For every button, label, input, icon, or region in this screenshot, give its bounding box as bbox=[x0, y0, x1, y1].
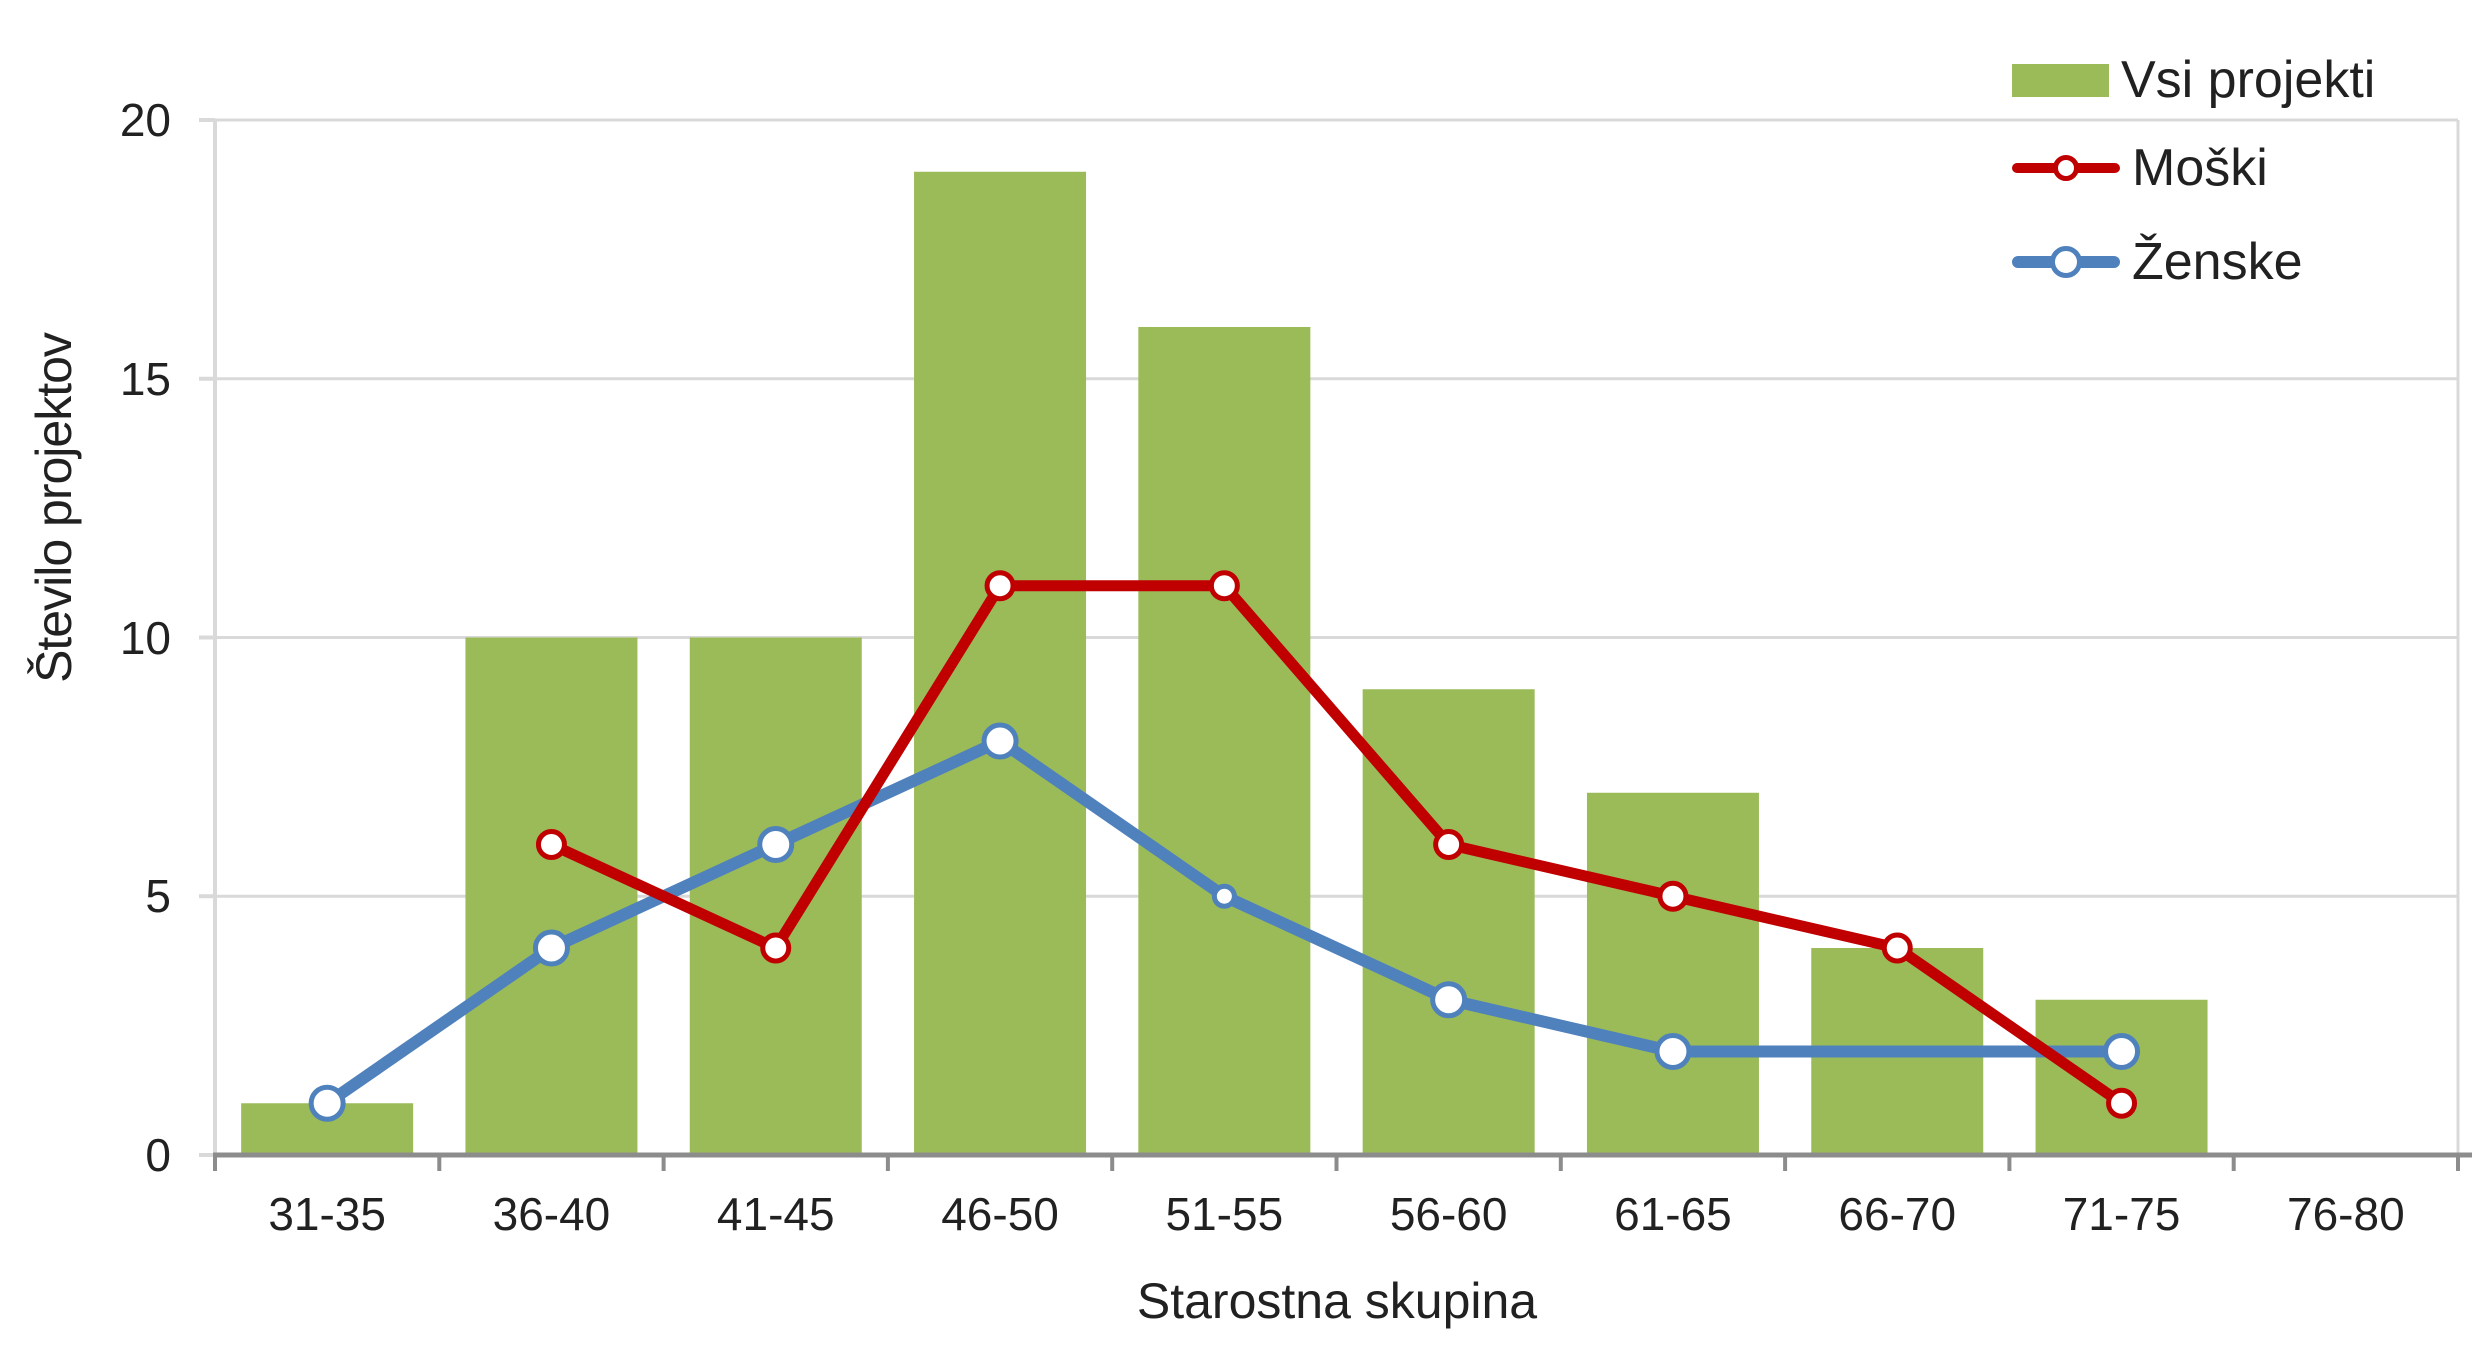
legend-item-moski: Moški bbox=[2012, 139, 2268, 197]
y-tick-label-0: 0 bbox=[145, 1129, 171, 1181]
marker-Moški-51-55 bbox=[1208, 570, 1240, 602]
y-tick-label-5: 5 bbox=[145, 870, 171, 923]
marker-Ženske-56-60 bbox=[1430, 981, 1468, 1019]
legend-item-vsi-projekti: Vsi projekti bbox=[2012, 51, 2376, 109]
bar-46-50 bbox=[914, 171, 1087, 1155]
marker-Moški-71-75 bbox=[2106, 1087, 2138, 1119]
x-tick-label-61-65: 61-65 bbox=[1614, 1188, 1732, 1240]
x-tick-label-51-55: 51-55 bbox=[1165, 1188, 1284, 1240]
marker-Moški-36-40 bbox=[535, 829, 567, 860]
x-tick-label-41-45: 41-45 bbox=[716, 1188, 835, 1240]
marker-Moški-46-50 bbox=[984, 570, 1016, 602]
y-axis-title: Število projektov bbox=[26, 333, 82, 683]
marker-Moški-41-45 bbox=[760, 932, 792, 964]
marker-Ženske-36-40 bbox=[532, 929, 570, 967]
x-tick-label-76-80: 76-80 bbox=[2287, 1188, 2405, 1240]
marker-Moški-61-65 bbox=[1657, 880, 1689, 912]
legend-line-marker-moski bbox=[2012, 151, 2120, 185]
marker-Ženske-46-50 bbox=[981, 722, 1019, 760]
marker-Ženske-51-55 bbox=[1211, 883, 1237, 909]
x-axis-title: Starostna skupina bbox=[1136, 1273, 1538, 1329]
x-tick-label-46-50: 46-50 bbox=[941, 1188, 1059, 1240]
bar-71-75 bbox=[2035, 999, 2208, 1155]
bar-61-65 bbox=[1586, 792, 1759, 1155]
line-Moški bbox=[545, 580, 2128, 1109]
x-tick-label-36-40: 36-40 bbox=[492, 1188, 611, 1240]
x-tick-label-56-60: 56-60 bbox=[1389, 1188, 1508, 1240]
legend-label: Moški bbox=[2132, 139, 2268, 197]
marker-Moški-56-60 bbox=[1433, 829, 1465, 860]
legend-marker-moski bbox=[2053, 155, 2079, 181]
legend-label: Ženske bbox=[2132, 233, 2303, 291]
legend-line-marker-zenske bbox=[2012, 245, 2120, 279]
y-tick-label-15: 15 bbox=[119, 352, 171, 405]
legend-marker-zenske bbox=[2050, 246, 2082, 278]
bar-36-40 bbox=[465, 637, 638, 1155]
y-tick-label-10: 10 bbox=[119, 611, 171, 664]
x-tick-label-31-35: 31-35 bbox=[268, 1188, 386, 1240]
marker-Ženske-31-35 bbox=[308, 1084, 346, 1122]
legend-item-zenske: Ženske bbox=[2012, 233, 2303, 291]
y-tick-label-20: 20 bbox=[119, 94, 171, 146]
marker-Moški-66-70 bbox=[1881, 932, 1913, 964]
bar-56-60 bbox=[1362, 689, 1535, 1155]
legend-label: Vsi projekti bbox=[2121, 51, 2376, 109]
bar-41-45 bbox=[689, 637, 862, 1155]
legend-swatch-vsi-projekti bbox=[2012, 63, 2109, 97]
marker-Ženske-41-45 bbox=[757, 826, 795, 863]
bar-51-55 bbox=[1138, 327, 1311, 1155]
x-tick-label-66-70: 66-70 bbox=[1838, 1188, 1957, 1240]
marker-Ženske-71-75 bbox=[2103, 1033, 2141, 1070]
x-tick-label-71-75: 71-75 bbox=[2062, 1188, 2181, 1240]
marker-Ženske-61-65 bbox=[1654, 1033, 1692, 1070]
